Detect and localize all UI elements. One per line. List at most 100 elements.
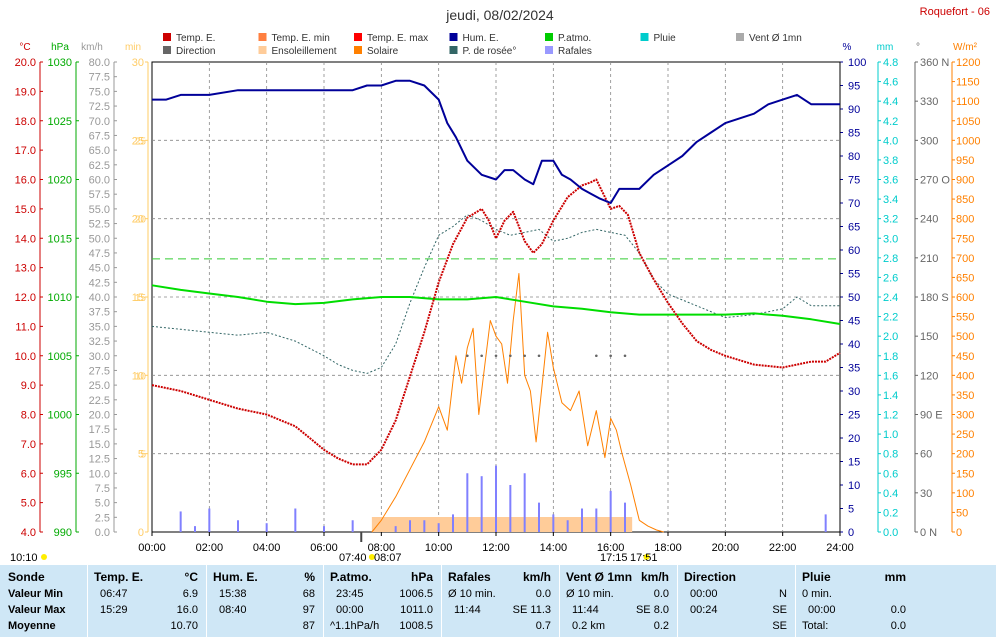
sunmin-tick-label: 25 (132, 135, 144, 147)
grid-min-label: 20 (135, 215, 147, 226)
dir-tick-label: 120 (920, 370, 938, 382)
rain-tick-label: 2.6 (883, 272, 898, 284)
hum-tick-label: 5 (848, 504, 854, 516)
sunmin-tick-label: 30 (132, 57, 144, 69)
wind-tick-label: 40.0 (89, 292, 110, 304)
temp-axis-unit: °C (19, 42, 30, 53)
press-tick-label: 990 (54, 527, 72, 539)
legend-swatch (449, 33, 458, 41)
solar-tick-label: 550 (956, 312, 974, 324)
legend-swatch (163, 33, 171, 41)
dir-max-value: SE (772, 604, 787, 616)
hum-mean-value: 87 (302, 620, 315, 632)
hum-min-value: 68 (302, 588, 315, 600)
legend: Temp. E. Temp. E. min Temp. E. max Hum. E. P… (163, 33, 802, 57)
wind-tick-label: 60.0 (89, 175, 110, 187)
sunmin-tick-label: 20 (132, 214, 144, 226)
sunset-dot (643, 554, 650, 560)
solar-tick-label: 900 (956, 175, 974, 187)
sunrise-marker-label: 07:40 (339, 552, 367, 564)
hum-unit: % (304, 570, 315, 584)
temp-max-time: 15:29 (100, 604, 128, 616)
temp-tick-label: 9.0 (21, 380, 36, 392)
dir-tick-label: 150 (920, 331, 938, 343)
hum-min-time: 15:38 (219, 588, 247, 600)
press-max-value: 1011.0 (400, 604, 433, 616)
humidity-line (152, 79, 840, 204)
rain-tick-label: 0.2 (883, 507, 898, 519)
legend-label: Temp. E. min (272, 33, 330, 44)
temp-tick-label: 17.0 (15, 145, 36, 157)
hum-tick-label: 35 (848, 363, 860, 375)
rain-max-time: 00:00 (808, 604, 836, 616)
press-tick-label: 1010 (48, 292, 72, 304)
legend-label: Hum. E. (463, 33, 499, 44)
hum-tick-label: 10 (848, 480, 860, 492)
wind-header: Vent Ø 1mn (566, 570, 633, 584)
summary-table: Sonde Valeur Min Valeur Max Moyenne Temp… (0, 565, 996, 637)
wind-tick-label: 2.5 (95, 512, 110, 524)
hum-tick-label: 50 (848, 292, 860, 304)
legend-label: Vent Ø 1mn (749, 33, 802, 44)
direction-point (523, 354, 526, 358)
wind-tick-label: 52.5 (89, 219, 110, 231)
wind-tick-label: 15.0 (89, 439, 110, 451)
rain-header: Pluie (802, 570, 831, 584)
press-tick-label: 1000 (48, 410, 72, 422)
legend-label: Rafales (558, 46, 592, 57)
wind-tick-label: 42.5 (89, 277, 110, 289)
hum-tick-label: 80 (848, 151, 860, 163)
hum-tick-label: 25 (848, 410, 860, 422)
grid-min-label: 25 (135, 136, 147, 147)
dir-tick-label: 360 N (920, 57, 949, 69)
hum-tick-label: 55 (848, 269, 860, 281)
solar-tick-label: 200 (956, 449, 974, 461)
sunmin-axis-unit: min (125, 42, 141, 53)
legend-label: Direction (176, 46, 215, 57)
rain-tick-label: 1.4 (883, 390, 898, 402)
sunrise-dot (368, 554, 375, 560)
wind-tick-label: 30.0 (89, 351, 110, 363)
wind-tick-label: 27.5 (89, 365, 110, 377)
wind-tick-label: 37.5 (89, 307, 110, 319)
solar-tick-label: 100 (956, 488, 974, 500)
solar-tick-label: 1200 (956, 57, 980, 69)
solar-axis-unit: W/m² (953, 42, 978, 53)
wind-tick-label: 50.0 (89, 233, 110, 245)
temp-tick-label: 13.0 (15, 263, 36, 275)
press-max-time: 00:00 (336, 604, 364, 616)
hum-tick-label: 90 (848, 104, 860, 116)
solar-tick-label: 300 (956, 410, 974, 422)
temp-tick-label: 18.0 (15, 116, 36, 128)
x-tick-label: 10:00 (425, 542, 453, 554)
rain-tick-label: 3.8 (883, 155, 898, 167)
wind-tick-label: 17.5 (89, 424, 110, 436)
wind-avg-value: 0.0 (653, 588, 669, 600)
rain-tick-label: 4.6 (883, 77, 898, 89)
wind-avg-label: Ø 10 min. (566, 588, 614, 600)
press-tick-label: 1030 (48, 57, 72, 69)
dir-header: Direction (684, 570, 737, 584)
rain-tick-label: 2.4 (883, 292, 898, 304)
sunmin-tick-label: 5 (138, 449, 144, 461)
hum-max-value: 97 (302, 604, 315, 616)
rain-tick-label: 4.4 (883, 96, 898, 108)
press-tick-label: 1015 (48, 233, 72, 245)
rain-tick-label: 4.2 (883, 116, 898, 128)
gust-header: Rafales (448, 570, 491, 584)
rain-tick-label: 2.2 (883, 312, 898, 324)
sunmin-tick-label: 10 (132, 370, 144, 382)
temp-tick-label: 12.0 (15, 292, 36, 304)
rain-duration: 0 min. (802, 588, 832, 600)
sonde-header: Sonde (8, 570, 45, 584)
direction-point (595, 354, 598, 358)
grid-min-label: 10 (135, 371, 147, 382)
gust-avg-value: 0.0 (535, 588, 551, 600)
legend-swatch (545, 33, 553, 41)
wind-tick-label: 35.0 (89, 321, 110, 333)
station-name: Roquefort - 06 (920, 6, 990, 18)
wind-tick-label: 12.5 (89, 454, 110, 466)
x-tick-label: 20:00 (712, 542, 740, 554)
wind-tick-label: 55.0 (89, 204, 110, 216)
temp-tick-label: 6.0 (21, 468, 36, 480)
